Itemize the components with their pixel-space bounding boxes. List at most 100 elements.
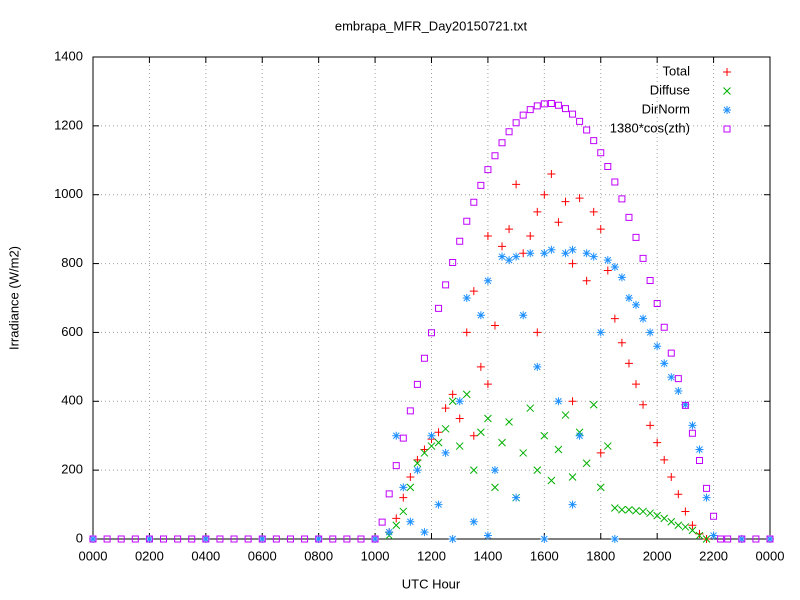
data-point <box>483 232 492 241</box>
data-point <box>477 181 485 189</box>
data-point <box>710 512 718 520</box>
data-point <box>449 259 457 267</box>
data-point <box>667 517 676 526</box>
data-point <box>286 535 294 543</box>
data-point <box>540 190 549 199</box>
legend-marker <box>723 106 731 114</box>
data-point <box>392 521 401 530</box>
data-point <box>547 99 555 107</box>
data-point <box>681 401 689 409</box>
data-point <box>420 528 429 537</box>
data-point <box>547 476 556 485</box>
x-tick-label: 1600 <box>530 548 559 563</box>
chart-title: embrapa_MFR_Day20150721.txt <box>335 18 528 33</box>
data-point <box>632 300 641 309</box>
data-point <box>547 245 556 254</box>
data-point <box>632 506 640 515</box>
data-point <box>329 535 337 543</box>
data-point <box>498 438 506 447</box>
data-point <box>469 466 478 474</box>
data-point <box>392 514 401 523</box>
data-point <box>554 218 563 227</box>
x-tick-label: 2000 <box>643 548 672 563</box>
data-point <box>428 329 435 337</box>
y-tick-label: 200 <box>61 462 83 477</box>
data-point <box>533 207 542 216</box>
data-point <box>216 535 224 543</box>
data-point <box>448 535 457 543</box>
data-point <box>343 535 351 543</box>
data-point <box>470 198 478 206</box>
data-point <box>554 445 563 454</box>
data-point <box>420 445 429 454</box>
data-point <box>392 462 400 470</box>
data-point <box>568 473 577 481</box>
data-point <box>738 535 746 543</box>
y-tick-label: 1000 <box>54 186 83 201</box>
plot-frame <box>92 56 771 540</box>
legend-marker <box>723 125 731 133</box>
y-tick-label: 1200 <box>54 117 83 132</box>
data-point <box>561 105 569 113</box>
data-point <box>435 304 443 312</box>
data-point <box>505 225 514 234</box>
data-point <box>576 117 584 125</box>
data-point <box>477 428 485 437</box>
data-point <box>441 424 450 433</box>
data-point <box>399 483 408 492</box>
y-tick-label: 600 <box>61 324 83 339</box>
data-point <box>611 178 619 186</box>
data-point <box>174 535 182 543</box>
data-point <box>505 418 513 426</box>
y-tick-label: 1400 <box>54 48 83 63</box>
data-point <box>618 505 626 514</box>
data-point <box>688 421 697 430</box>
data-point <box>526 232 535 241</box>
data-point <box>505 128 513 136</box>
data-point <box>505 256 514 265</box>
data-point <box>448 390 457 399</box>
data-point <box>603 256 612 265</box>
data-point <box>89 535 97 543</box>
data-point <box>357 535 365 543</box>
data-point <box>512 180 521 189</box>
data-point <box>258 535 266 543</box>
data-point <box>667 473 676 482</box>
data-point <box>420 354 428 362</box>
data-point <box>717 535 725 543</box>
data-point <box>463 217 471 225</box>
data-point <box>314 535 323 543</box>
data-point <box>639 314 648 323</box>
data-point <box>413 466 422 475</box>
data-point <box>646 276 654 284</box>
data-point <box>413 380 421 388</box>
data-point <box>617 273 626 282</box>
data-point <box>315 535 323 543</box>
data-point <box>596 448 605 457</box>
data-point <box>582 276 591 285</box>
data-point <box>703 484 711 492</box>
data-point <box>646 421 655 430</box>
data-point <box>554 397 563 406</box>
data-point <box>385 490 393 498</box>
data-point <box>413 459 422 468</box>
data-point <box>603 442 612 450</box>
data-point <box>568 259 577 268</box>
x-tick-label: 0600 <box>248 548 277 563</box>
data-point <box>484 166 492 174</box>
data-point <box>103 535 111 543</box>
data-point <box>476 311 485 320</box>
data-point <box>695 457 703 465</box>
data-point <box>674 386 683 395</box>
data-point <box>533 328 542 337</box>
data-point <box>526 404 535 413</box>
data-point <box>561 197 570 206</box>
y-tick-label: 0 <box>76 530 83 545</box>
data-point <box>575 194 584 203</box>
data-point <box>512 493 521 502</box>
data-point <box>145 535 154 543</box>
data-point <box>399 434 407 442</box>
data-point <box>674 521 683 530</box>
data-point <box>639 507 647 516</box>
data-point <box>427 442 436 450</box>
